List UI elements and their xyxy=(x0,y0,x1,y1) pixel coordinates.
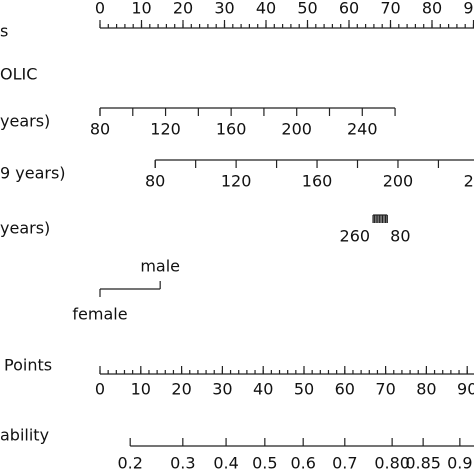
tick-label: 70 xyxy=(380,0,400,18)
tick-label: 0.3 xyxy=(170,454,195,473)
tick-label: 50 xyxy=(297,0,317,18)
tick-label: 40 xyxy=(253,380,273,399)
tick-label: 160 xyxy=(302,172,333,191)
tick-label: 80 xyxy=(390,227,410,246)
tick-label: 0.80 xyxy=(374,454,410,473)
row-label: years) xyxy=(0,112,50,131)
tick-label: 70 xyxy=(375,380,395,399)
tick-label: 0.7 xyxy=(332,454,357,473)
tick-label: 200 xyxy=(281,120,312,139)
tick-label: 10 xyxy=(131,380,151,399)
tick-label: 0 xyxy=(95,380,105,399)
tick-label: 60 xyxy=(339,0,359,18)
row-label: Points xyxy=(4,356,52,375)
tick-label: 60 xyxy=(335,380,355,399)
row-label: s xyxy=(0,22,8,41)
tick-label: 260 xyxy=(340,227,371,246)
tick-label: 0.6 xyxy=(290,454,315,473)
tick-label: 80 xyxy=(145,172,165,191)
tick-label: 240 xyxy=(464,172,474,191)
row-label: ability xyxy=(0,426,49,445)
tick-label: 240 xyxy=(347,120,378,139)
tick-label: 10 xyxy=(131,0,151,18)
tick-label: 20 xyxy=(173,0,193,18)
tick-label: 0.2 xyxy=(117,454,142,473)
row-label: 9 years) xyxy=(0,164,66,183)
row-label: years) xyxy=(0,219,50,238)
tick-label: 50 xyxy=(294,380,314,399)
tick-label: 80 xyxy=(416,380,436,399)
category-label: female xyxy=(72,305,127,324)
tick-label: 0.85 xyxy=(405,454,441,473)
tick-label: 20 xyxy=(171,380,191,399)
tick-label: 40 xyxy=(256,0,276,18)
tick-label: 120 xyxy=(221,172,252,191)
row-label: OLIC xyxy=(0,65,37,84)
tick-label: 120 xyxy=(150,120,181,139)
tick-label: 0.4 xyxy=(213,454,238,473)
tick-label: 80 xyxy=(90,120,110,139)
tick-label: 90 xyxy=(463,0,474,18)
tick-label: 0 xyxy=(95,0,105,18)
tick-label: 90 xyxy=(457,380,474,399)
tick-label: 80 xyxy=(422,0,442,18)
tick-label: 0.5 xyxy=(252,454,277,473)
tick-label: 30 xyxy=(214,0,234,18)
tick-label: 0.9 xyxy=(447,454,472,473)
tick-label: 200 xyxy=(383,172,414,191)
tick-label: 160 xyxy=(216,120,247,139)
category-label: male xyxy=(140,257,180,276)
tick-label: 30 xyxy=(212,380,232,399)
